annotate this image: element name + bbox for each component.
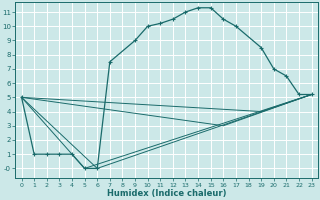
X-axis label: Humidex (Indice chaleur): Humidex (Indice chaleur) xyxy=(107,189,226,198)
